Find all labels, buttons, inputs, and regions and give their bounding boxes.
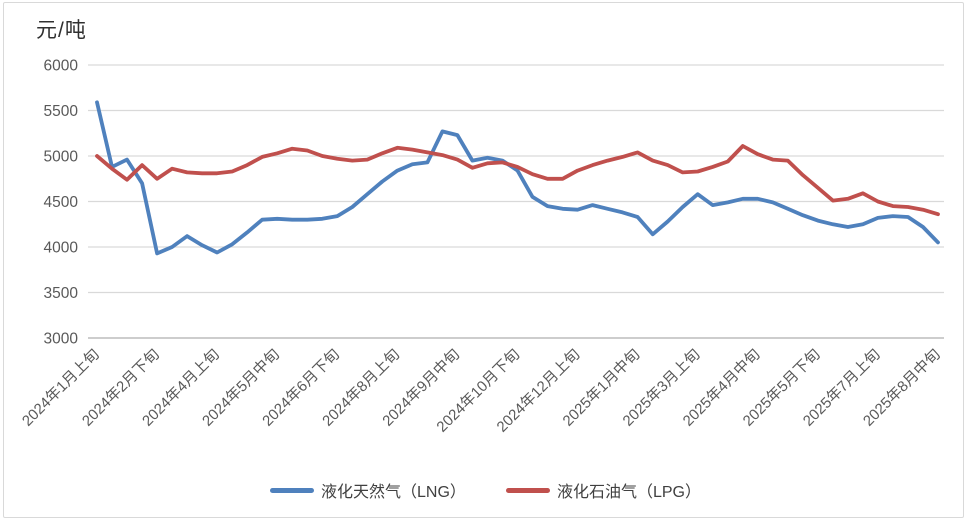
legend-item-lpg: 液化石油气（LPG） xyxy=(505,478,701,502)
y-gridlines xyxy=(88,64,944,339)
svg-text:6000: 6000 xyxy=(44,58,79,75)
svg-text:3500: 3500 xyxy=(44,285,79,302)
legend: 液化天然气（LNG） 液化石油气（LPG） xyxy=(0,478,971,502)
lng-legend-label: 液化天然气（LNG） xyxy=(321,484,466,501)
lpg-series-line xyxy=(95,144,940,217)
svg-text:5000: 5000 xyxy=(44,149,79,166)
svg-text:5500: 5500 xyxy=(44,103,79,120)
x-axis-labels: 2024年1月上旬2024年2月下旬2024年4月上旬2024年5月中旬2024… xyxy=(19,346,944,436)
legend-item-lng: 液化天然气（LNG） xyxy=(270,478,466,502)
lpg-line-swatch xyxy=(505,487,550,493)
lng-series-line xyxy=(95,100,940,256)
chart-border xyxy=(3,2,964,518)
lng-line-swatch xyxy=(270,487,315,493)
svg-text:3000: 3000 xyxy=(44,331,79,348)
svg-text:4000: 4000 xyxy=(44,240,79,257)
lpg-legend-label: 液化石油气（LPG） xyxy=(556,484,701,501)
svg-text:4500: 4500 xyxy=(44,194,79,211)
y-axis-labels: 6000 5500 5000 4500 4000 3500 3000 xyxy=(44,58,79,348)
chart-title: 元/吨 xyxy=(36,19,87,42)
